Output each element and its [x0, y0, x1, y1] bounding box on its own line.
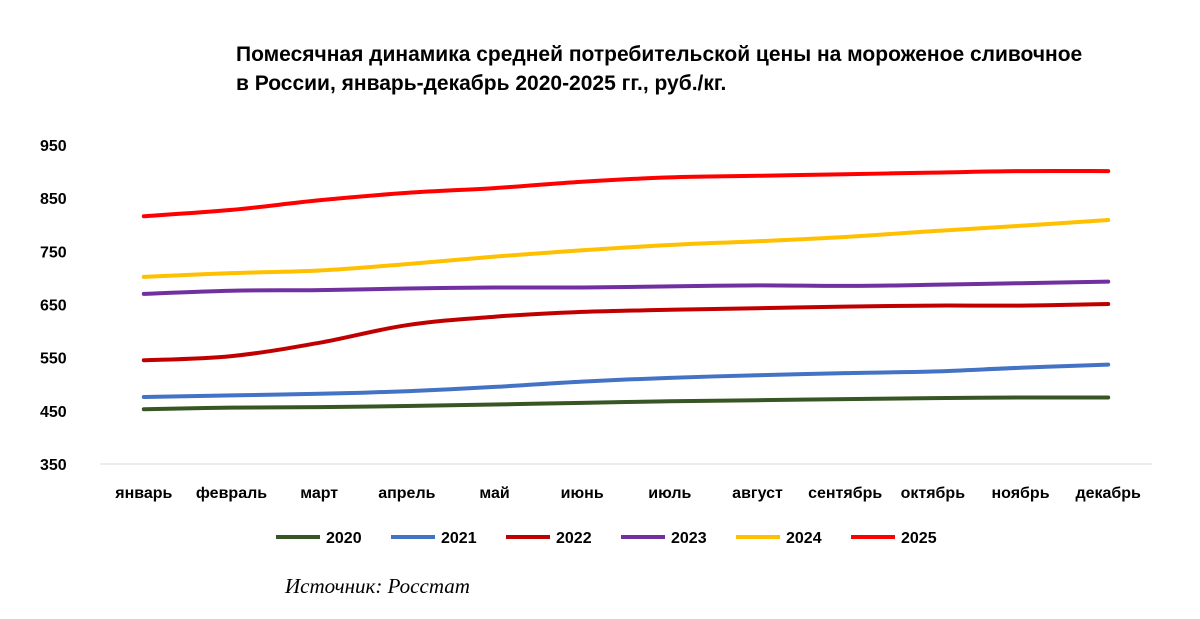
x-tick-label: август — [732, 485, 783, 502]
x-tick-label: июнь — [561, 485, 604, 502]
series-line-2021 — [141, 362, 1111, 399]
series-line-2024 — [141, 218, 1111, 279]
x-tick-label: ноябрь — [991, 485, 1049, 502]
series-lines — [141, 168, 1111, 412]
x-tick-label: октябрь — [901, 485, 966, 502]
series-line-2023 — [141, 279, 1111, 296]
x-tick-label: март — [300, 485, 338, 502]
y-tick-label: 950 — [40, 138, 67, 155]
y-tick-label: 350 — [40, 457, 67, 474]
legend-label: 2020 — [326, 530, 362, 547]
y-axis-ticks: 950 850 750 650 550 450 350 — [40, 138, 67, 474]
x-axis-ticks: январь февраль март апрель май июнь июль август… — [114, 485, 1141, 502]
y-tick-label: 450 — [40, 404, 67, 421]
x-tick-label: апрель — [378, 485, 435, 502]
series-line-2020 — [141, 395, 1111, 412]
y-tick-label: 850 — [40, 191, 67, 208]
x-tick-label: февраль — [196, 485, 267, 502]
series-line-2025 — [141, 168, 1111, 219]
legend-label: 2021 — [441, 530, 477, 547]
y-tick-label: 650 — [40, 298, 67, 315]
chart-title: Помесячная динамика средней потребительс… — [236, 43, 1083, 95]
x-tick-label: сентябрь — [808, 485, 882, 502]
legend-label: 2024 — [786, 530, 822, 547]
legend: 2020 2021 2022 2023 2024 2025 — [276, 530, 937, 547]
y-tick-label: 750 — [40, 244, 67, 261]
legend-label: 2023 — [671, 530, 707, 547]
y-tick-label: 550 — [40, 351, 67, 368]
x-tick-label: июль — [648, 485, 691, 502]
x-tick-label: май — [479, 485, 509, 502]
legend-label: 2025 — [901, 530, 937, 547]
series-line-2022 — [141, 302, 1111, 363]
x-tick-label: декабрь — [1075, 485, 1141, 502]
legend-label: 2022 — [556, 530, 592, 547]
source-note: Источник: Росстат — [285, 574, 470, 598]
x-tick-label: январь — [114, 485, 172, 502]
